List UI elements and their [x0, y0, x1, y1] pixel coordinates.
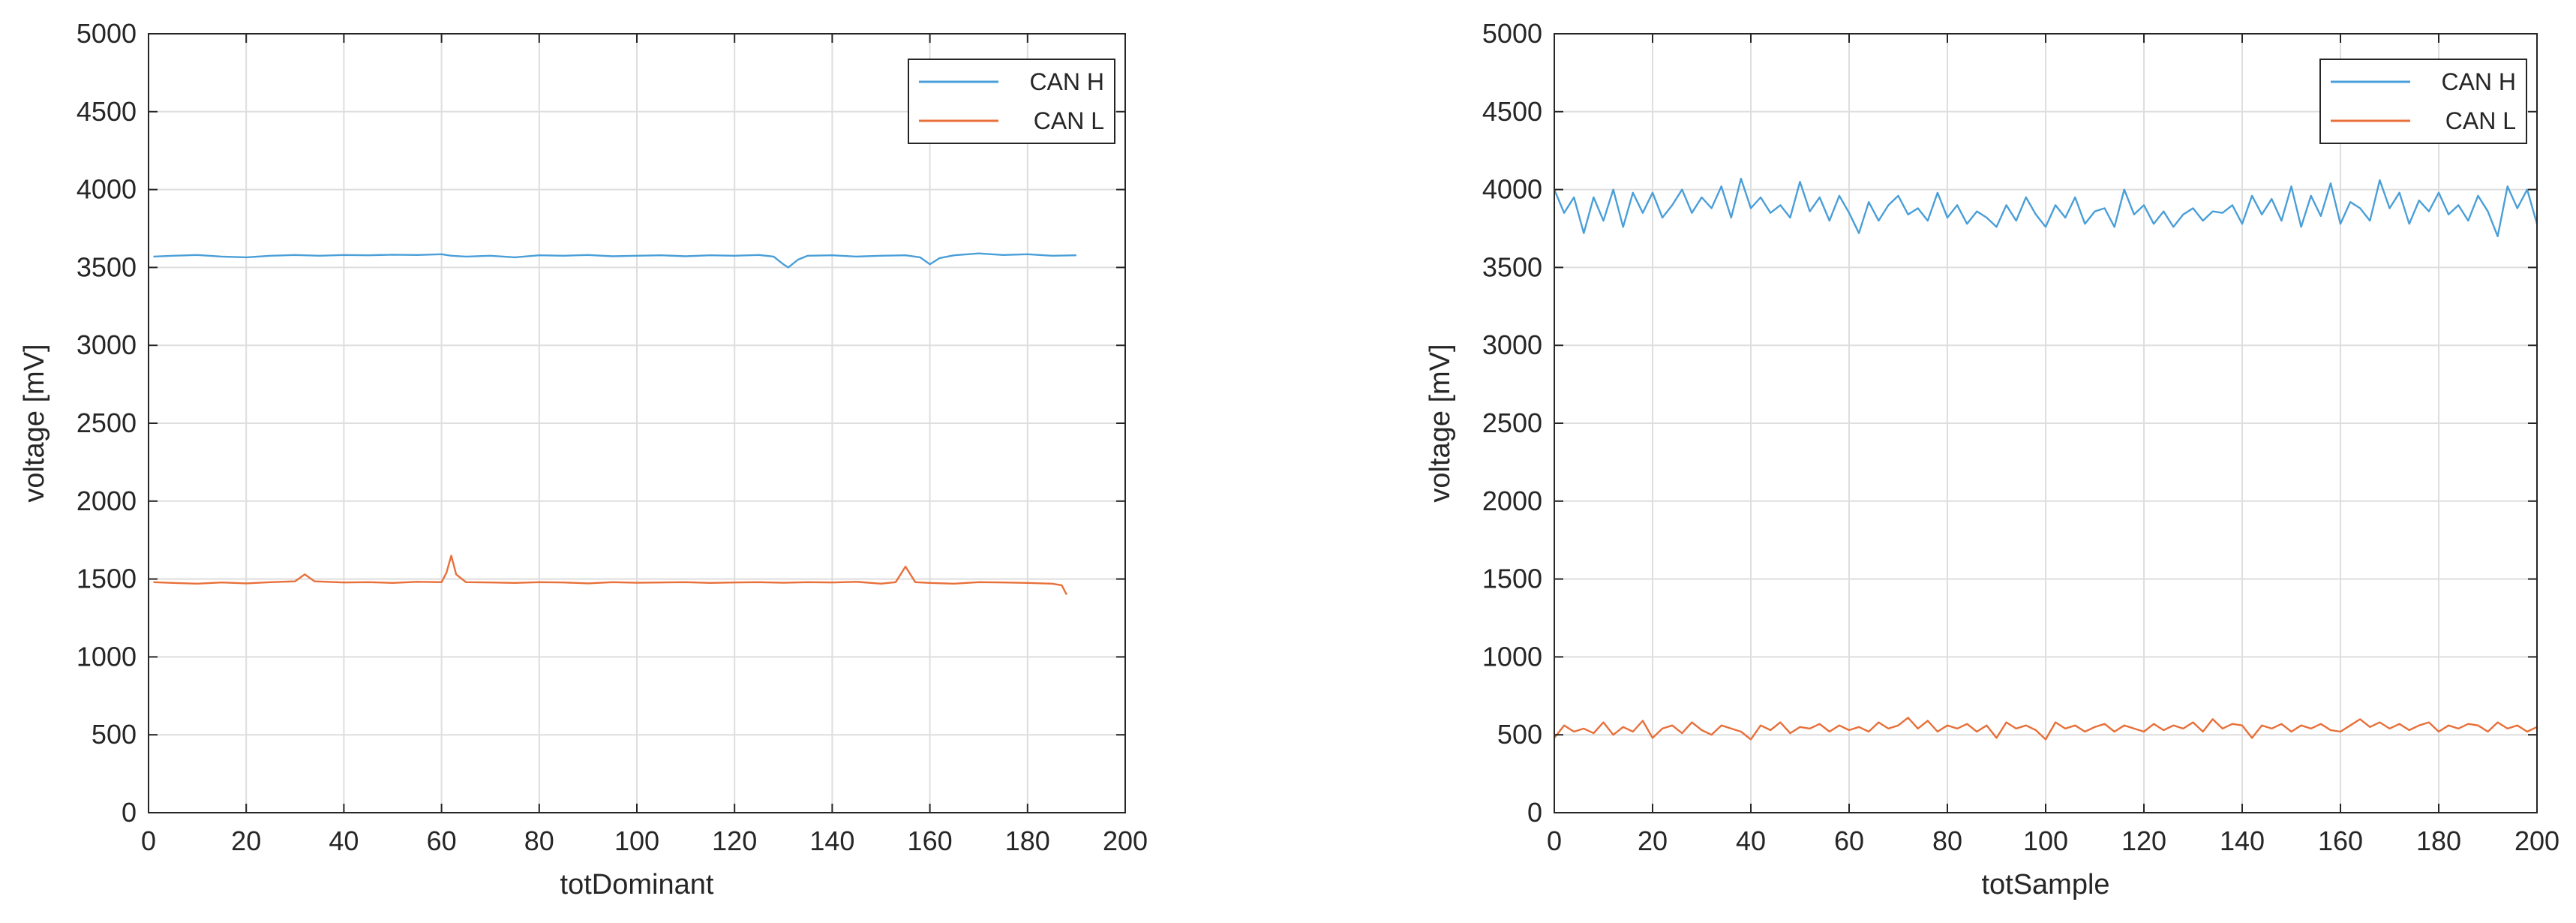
x-tick-label: 100: [2023, 825, 2068, 856]
y-tick-label: 1000: [1482, 641, 1542, 672]
series-line-can-l: [1554, 717, 2538, 741]
legend-box: [908, 59, 1115, 144]
y-tick-label: 4500: [77, 96, 137, 127]
y-tick-label: 5000: [1482, 18, 1542, 49]
x-tick-label: 0: [1547, 825, 1562, 856]
y-axis-label: voltage [mV]: [1425, 344, 1456, 502]
x-tick-label: 80: [524, 825, 554, 856]
legend-entry: CAN L: [2445, 107, 2516, 134]
series-line-can-h: [153, 252, 1076, 269]
x-tick-label: 160: [908, 825, 953, 856]
x-tick-label: 120: [2121, 825, 2166, 856]
y-tick-label: 0: [122, 797, 137, 828]
x-tick-label: 20: [231, 825, 261, 856]
y-tick-label: 4000: [77, 174, 137, 205]
x-tick-label: 140: [809, 825, 854, 856]
legend-entry: CAN H: [2441, 68, 2516, 95]
x-tick-label: 140: [2220, 825, 2265, 856]
x-tick-label: 180: [1005, 825, 1050, 856]
legend: CAN H CAN L: [2319, 59, 2527, 144]
y-tick-label: 3000: [77, 329, 137, 360]
x-tick-label: 100: [614, 825, 659, 856]
legend: CAN H CAN L: [908, 59, 1115, 144]
x-tick-label: 200: [2514, 825, 2559, 856]
x-tick-label: 200: [1103, 825, 1148, 856]
y-tick-label: 4000: [1482, 174, 1542, 205]
series-line-can-h: [1553, 177, 2538, 238]
legend-entry: CAN L: [1034, 107, 1104, 134]
chart-panel-2: 0 20 40 60 80 100 120 140 160 180 2000500100015002…: [1425, 18, 2559, 900]
y-tick-label: 3000: [1482, 329, 1542, 360]
x-tick-label: 60: [427, 825, 457, 856]
x-tick-label: 80: [1932, 825, 1962, 856]
y-tick-label: 2000: [77, 486, 137, 516]
x-tick-label: 160: [2318, 825, 2363, 856]
x-axis-label: totSample: [1981, 869, 2109, 900]
y-tick-label: 3500: [77, 251, 137, 282]
y-tick-label: 5000: [77, 18, 137, 49]
y-tick-label: 1500: [77, 564, 137, 594]
x-tick-label: 40: [1736, 825, 1766, 856]
chart-panel-1: 0 20 40 60 80 100 120 140 160 180 2000500100015002…: [19, 18, 1148, 900]
y-tick-label: 1500: [1482, 564, 1542, 594]
legend-box: [2319, 59, 2527, 144]
x-axis-label: totDominant: [560, 869, 714, 900]
series-line-can-l: [153, 555, 1067, 595]
y-tick-label: 500: [1497, 719, 1542, 750]
y-tick-label: 4500: [1482, 96, 1542, 127]
x-tick-label: 60: [1834, 825, 1864, 856]
x-tick-label: 0: [141, 825, 156, 856]
y-tick-label: 2500: [77, 407, 137, 438]
y-tick-label: 2000: [1482, 486, 1542, 516]
y-tick-label: 3500: [1482, 251, 1542, 282]
y-tick-label: 0: [1527, 797, 1542, 828]
y-tick-label: 2500: [1482, 407, 1542, 438]
x-tick-label: 120: [712, 825, 757, 856]
x-tick-label: 40: [329, 825, 359, 856]
y-tick-label: 500: [92, 719, 137, 750]
x-tick-label: 180: [2416, 825, 2461, 856]
legend-entry: CAN H: [1029, 68, 1104, 95]
x-tick-label: 20: [1638, 825, 1668, 856]
y-tick-label: 1000: [77, 641, 137, 672]
y-axis-label: voltage [mV]: [19, 344, 50, 502]
